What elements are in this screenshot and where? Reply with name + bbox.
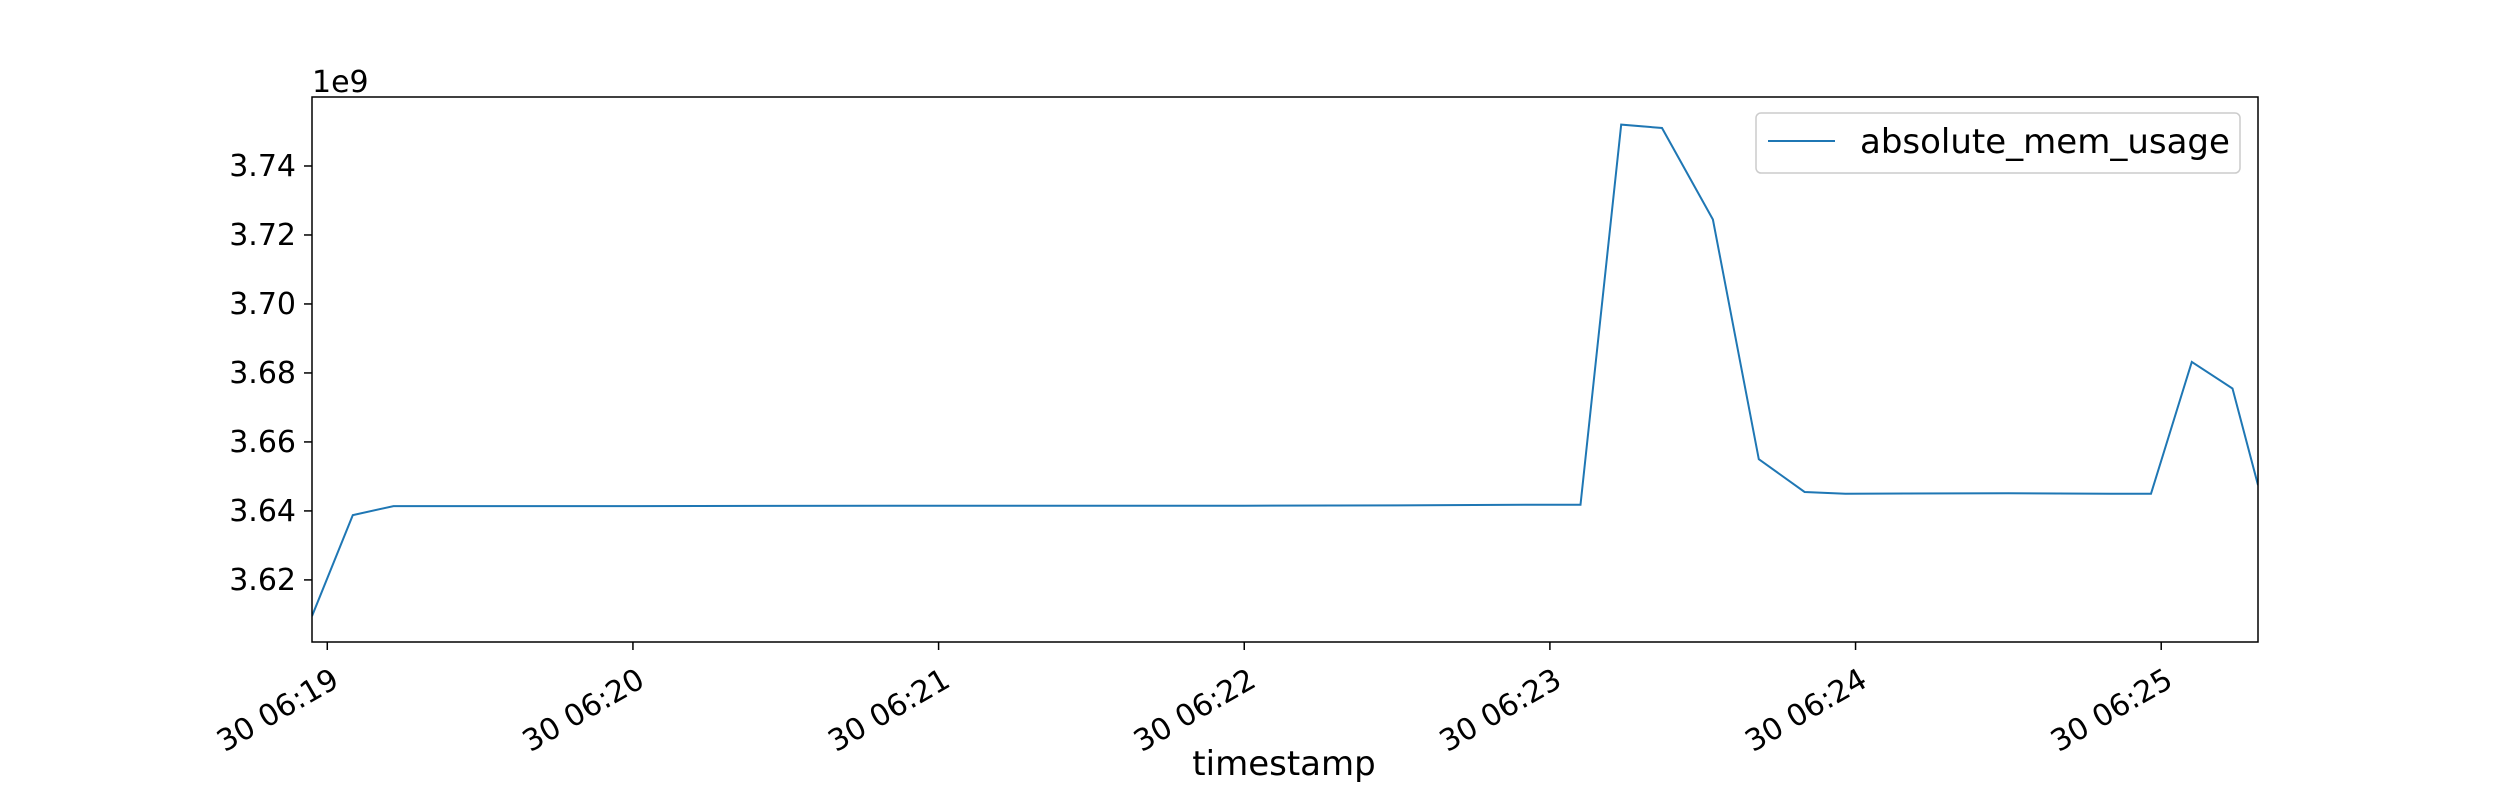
plot-area bbox=[311, 96, 2259, 643]
x-tick-label: 30 06:21 bbox=[822, 662, 956, 759]
x-axis-ticks: 30 06:19 30 06:20 30 06:21 30 06:22 30 06:23… bbox=[211, 642, 2179, 759]
legend-box bbox=[1755, 112, 2241, 174]
y-tick-label: 3.66 bbox=[229, 425, 296, 460]
series-line-0 bbox=[312, 123, 2258, 617]
y-tick-label: 3.68 bbox=[229, 356, 296, 391]
axes-frame bbox=[311, 96, 2259, 643]
x-tick-label: 30 06:23 bbox=[1434, 662, 1568, 759]
y-tick-label: 3.72 bbox=[229, 218, 296, 253]
y-axis-offset-label: 1e9 bbox=[312, 65, 369, 100]
legend-label: absolute_mem_usage bbox=[1860, 122, 2230, 162]
x-tick-label: 30 06:19 bbox=[211, 662, 345, 759]
y-axis-ticks: 3.62 3.64 3.66 3.68 3.70 3.72 3.74 bbox=[229, 149, 312, 598]
x-tick-label: 30 06:25 bbox=[2045, 662, 2179, 759]
x-axis-title: timestamp bbox=[1192, 744, 1375, 784]
x-tick-label: 30 06:20 bbox=[517, 662, 651, 759]
x-tick-label: 30 06:24 bbox=[1739, 662, 1873, 759]
y-tick-label: 3.70 bbox=[229, 287, 296, 322]
y-tick-label: 3.62 bbox=[229, 563, 296, 598]
y-tick-label: 3.74 bbox=[229, 149, 296, 184]
y-tick-label: 3.64 bbox=[229, 494, 296, 529]
legend: absolute_mem_usage bbox=[1755, 112, 2241, 174]
